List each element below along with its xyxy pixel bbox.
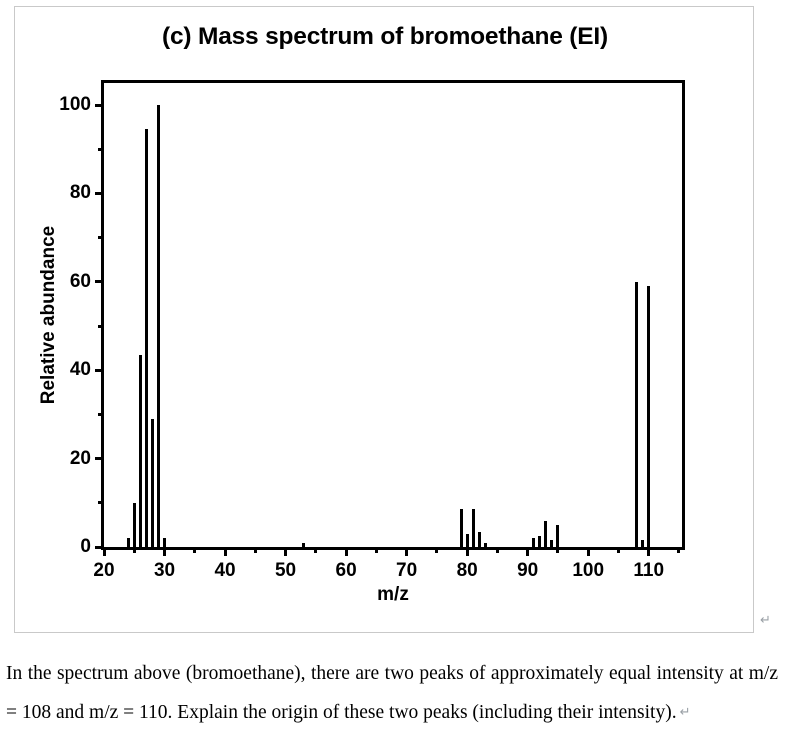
peak-bar	[635, 281, 639, 547]
x-axis-tick	[465, 547, 469, 556]
x-axis-minor-tick	[616, 547, 620, 553]
peak-bar	[126, 538, 130, 547]
x-axis-minor-tick	[253, 547, 257, 553]
y-axis-minor-tick	[98, 147, 104, 151]
x-axis-minor-tick	[495, 547, 499, 553]
peak-bar	[641, 540, 645, 547]
peak-bar	[471, 509, 475, 547]
y-axis-tick	[95, 191, 104, 195]
y-axis-minor-tick	[98, 236, 104, 240]
y-axis-label-text: Relative abundance	[38, 225, 60, 405]
x-axis-tick	[526, 547, 530, 556]
x-axis-tick	[284, 547, 288, 556]
question-text: In the spectrum above (bromoethane), the…	[6, 663, 778, 723]
x-axis-minor-tick	[132, 547, 136, 553]
x-axis-tick-label: 30	[153, 560, 176, 581]
y-axis-label: Relative abundance	[37, 80, 61, 550]
x-axis-tick-label: 50	[274, 560, 297, 581]
peak-bar	[138, 354, 142, 547]
question-text-block: In the spectrum above (bromoethane), the…	[6, 655, 778, 732]
peak-bar	[483, 542, 487, 547]
x-axis-minor-tick	[314, 547, 318, 553]
peak-bar	[459, 509, 463, 547]
peak-bar	[556, 524, 560, 547]
y-axis-tick-label: 0	[80, 536, 91, 557]
y-axis-minor-tick	[98, 412, 104, 416]
y-axis-tick	[95, 280, 104, 284]
x-axis-minor-tick	[435, 547, 439, 553]
x-axis-tick-label: 20	[93, 560, 115, 581]
x-axis-tick-label: 70	[396, 560, 418, 581]
y-axis-minor-tick	[98, 324, 104, 328]
y-axis-tick-label: 100	[59, 94, 91, 116]
question-paragraph: In the spectrum above (bromoethane), the…	[6, 655, 778, 732]
figure-paragraph-mark: ↵	[760, 612, 771, 627]
x-axis-tick-label: 100	[572, 560, 605, 581]
x-axis-minor-tick	[193, 547, 197, 553]
peak-bar	[150, 418, 154, 547]
paragraph-mark: ↵	[679, 704, 691, 719]
peak-bar	[647, 286, 651, 547]
x-axis-tick-label: 60	[335, 560, 357, 581]
x-axis-tick-label: 80	[456, 560, 478, 581]
peak-bar	[144, 129, 148, 547]
peak-bar	[544, 520, 548, 547]
x-axis-tick	[223, 547, 227, 556]
x-axis-tick-label: 90	[517, 560, 539, 581]
x-axis-tick	[647, 547, 651, 556]
peak-bar	[156, 105, 160, 547]
y-axis-tick	[95, 368, 104, 372]
x-axis-label: m/z	[377, 584, 409, 605]
x-axis-tick	[405, 547, 409, 556]
y-axis-tick-label: 20	[69, 447, 91, 469]
x-axis-tick	[586, 547, 590, 556]
peak-bar	[532, 538, 536, 547]
y-axis-tick	[95, 457, 104, 461]
peak-bar	[465, 533, 469, 547]
x-axis-tick	[102, 547, 106, 556]
plot-area: 0 20 40 60 80 100 20 30 40 50 60 70 80 90 100 110	[59, 80, 685, 581]
y-axis-minor-tick	[98, 501, 104, 505]
peak-bar	[302, 543, 306, 547]
x-axis-tick-label: 110	[633, 560, 665, 581]
peak-bar	[132, 502, 136, 547]
peak-bar	[163, 538, 167, 547]
y-axis-tick-label: 80	[69, 182, 91, 204]
x-axis-tick-label: 40	[214, 560, 236, 581]
chart-title: (c) Mass spectrum of bromoethane (EI)	[162, 23, 608, 50]
peak-bar	[538, 535, 542, 547]
y-axis-tick	[95, 545, 104, 549]
figure-container: (c) Mass spectrum of bromoethane (EI) Re…	[14, 6, 754, 633]
x-axis-minor-tick	[677, 547, 681, 553]
x-axis-minor-tick	[556, 547, 560, 553]
peak-bar	[477, 531, 481, 547]
plot-inner	[104, 83, 682, 547]
y-axis-tick-label: 40	[69, 359, 91, 381]
x-axis-minor-tick	[374, 547, 378, 553]
x-axis-tick	[163, 547, 167, 556]
x-axis-tick	[344, 547, 348, 556]
peak-bar	[550, 540, 554, 547]
y-axis-tick-label: 60	[69, 270, 91, 292]
y-axis-tick	[95, 103, 104, 107]
